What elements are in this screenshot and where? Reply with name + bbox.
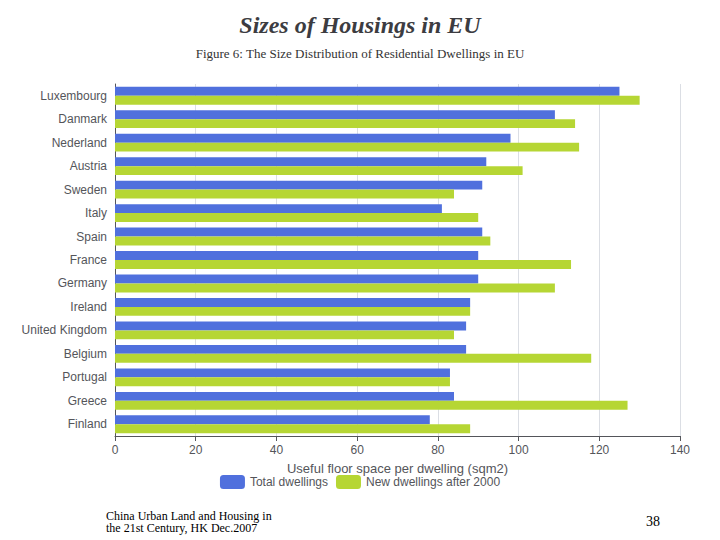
svg-text:Germany: Germany (58, 276, 107, 290)
svg-text:0: 0 (112, 443, 119, 457)
svg-text:Nederland: Nederland (52, 136, 107, 150)
svg-text:20: 20 (189, 443, 203, 457)
svg-text:Austria: Austria (70, 159, 108, 173)
svg-text:120: 120 (589, 443, 609, 457)
svg-text:100: 100 (509, 443, 529, 457)
svg-text:France: France (70, 253, 108, 267)
svg-text:United Kingdom: United Kingdom (22, 323, 107, 337)
svg-text:Italy: Italy (85, 206, 107, 220)
svg-text:Spain: Spain (76, 230, 107, 244)
svg-text:the 21st Century, HK Dec.2007: the 21st Century, HK Dec.2007 (106, 521, 257, 535)
svg-text:38: 38 (646, 514, 660, 529)
svg-text:China Urban Land and Housing i: China Urban Land and Housing in (106, 509, 272, 523)
svg-text:Portugal: Portugal (62, 370, 107, 384)
svg-text:Greece: Greece (68, 394, 108, 408)
svg-text:New dwellings after 2000: New dwellings after 2000 (366, 475, 500, 489)
svg-text:Belgium: Belgium (64, 347, 107, 361)
svg-text:Figure 6: The Size Distributio: Figure 6: The Size Distribution of Resid… (196, 46, 525, 61)
svg-text:Luxembourg: Luxembourg (40, 89, 107, 103)
svg-text:Sizes of Housings in EU: Sizes of Housings in EU (239, 12, 482, 38)
svg-text:140: 140 (670, 443, 690, 457)
svg-text:Sweden: Sweden (64, 183, 107, 197)
svg-text:80: 80 (431, 443, 445, 457)
svg-text:60: 60 (350, 443, 364, 457)
svg-text:Useful floor space per dwellin: Useful floor space per dwelling (sqm2) (287, 461, 508, 476)
svg-text:40: 40 (270, 443, 284, 457)
svg-text:Ireland: Ireland (70, 300, 107, 314)
svg-text:Finland: Finland (68, 417, 107, 431)
svg-text:Total dwellings: Total dwellings (250, 475, 328, 489)
svg-text:Danmark: Danmark (58, 112, 108, 126)
